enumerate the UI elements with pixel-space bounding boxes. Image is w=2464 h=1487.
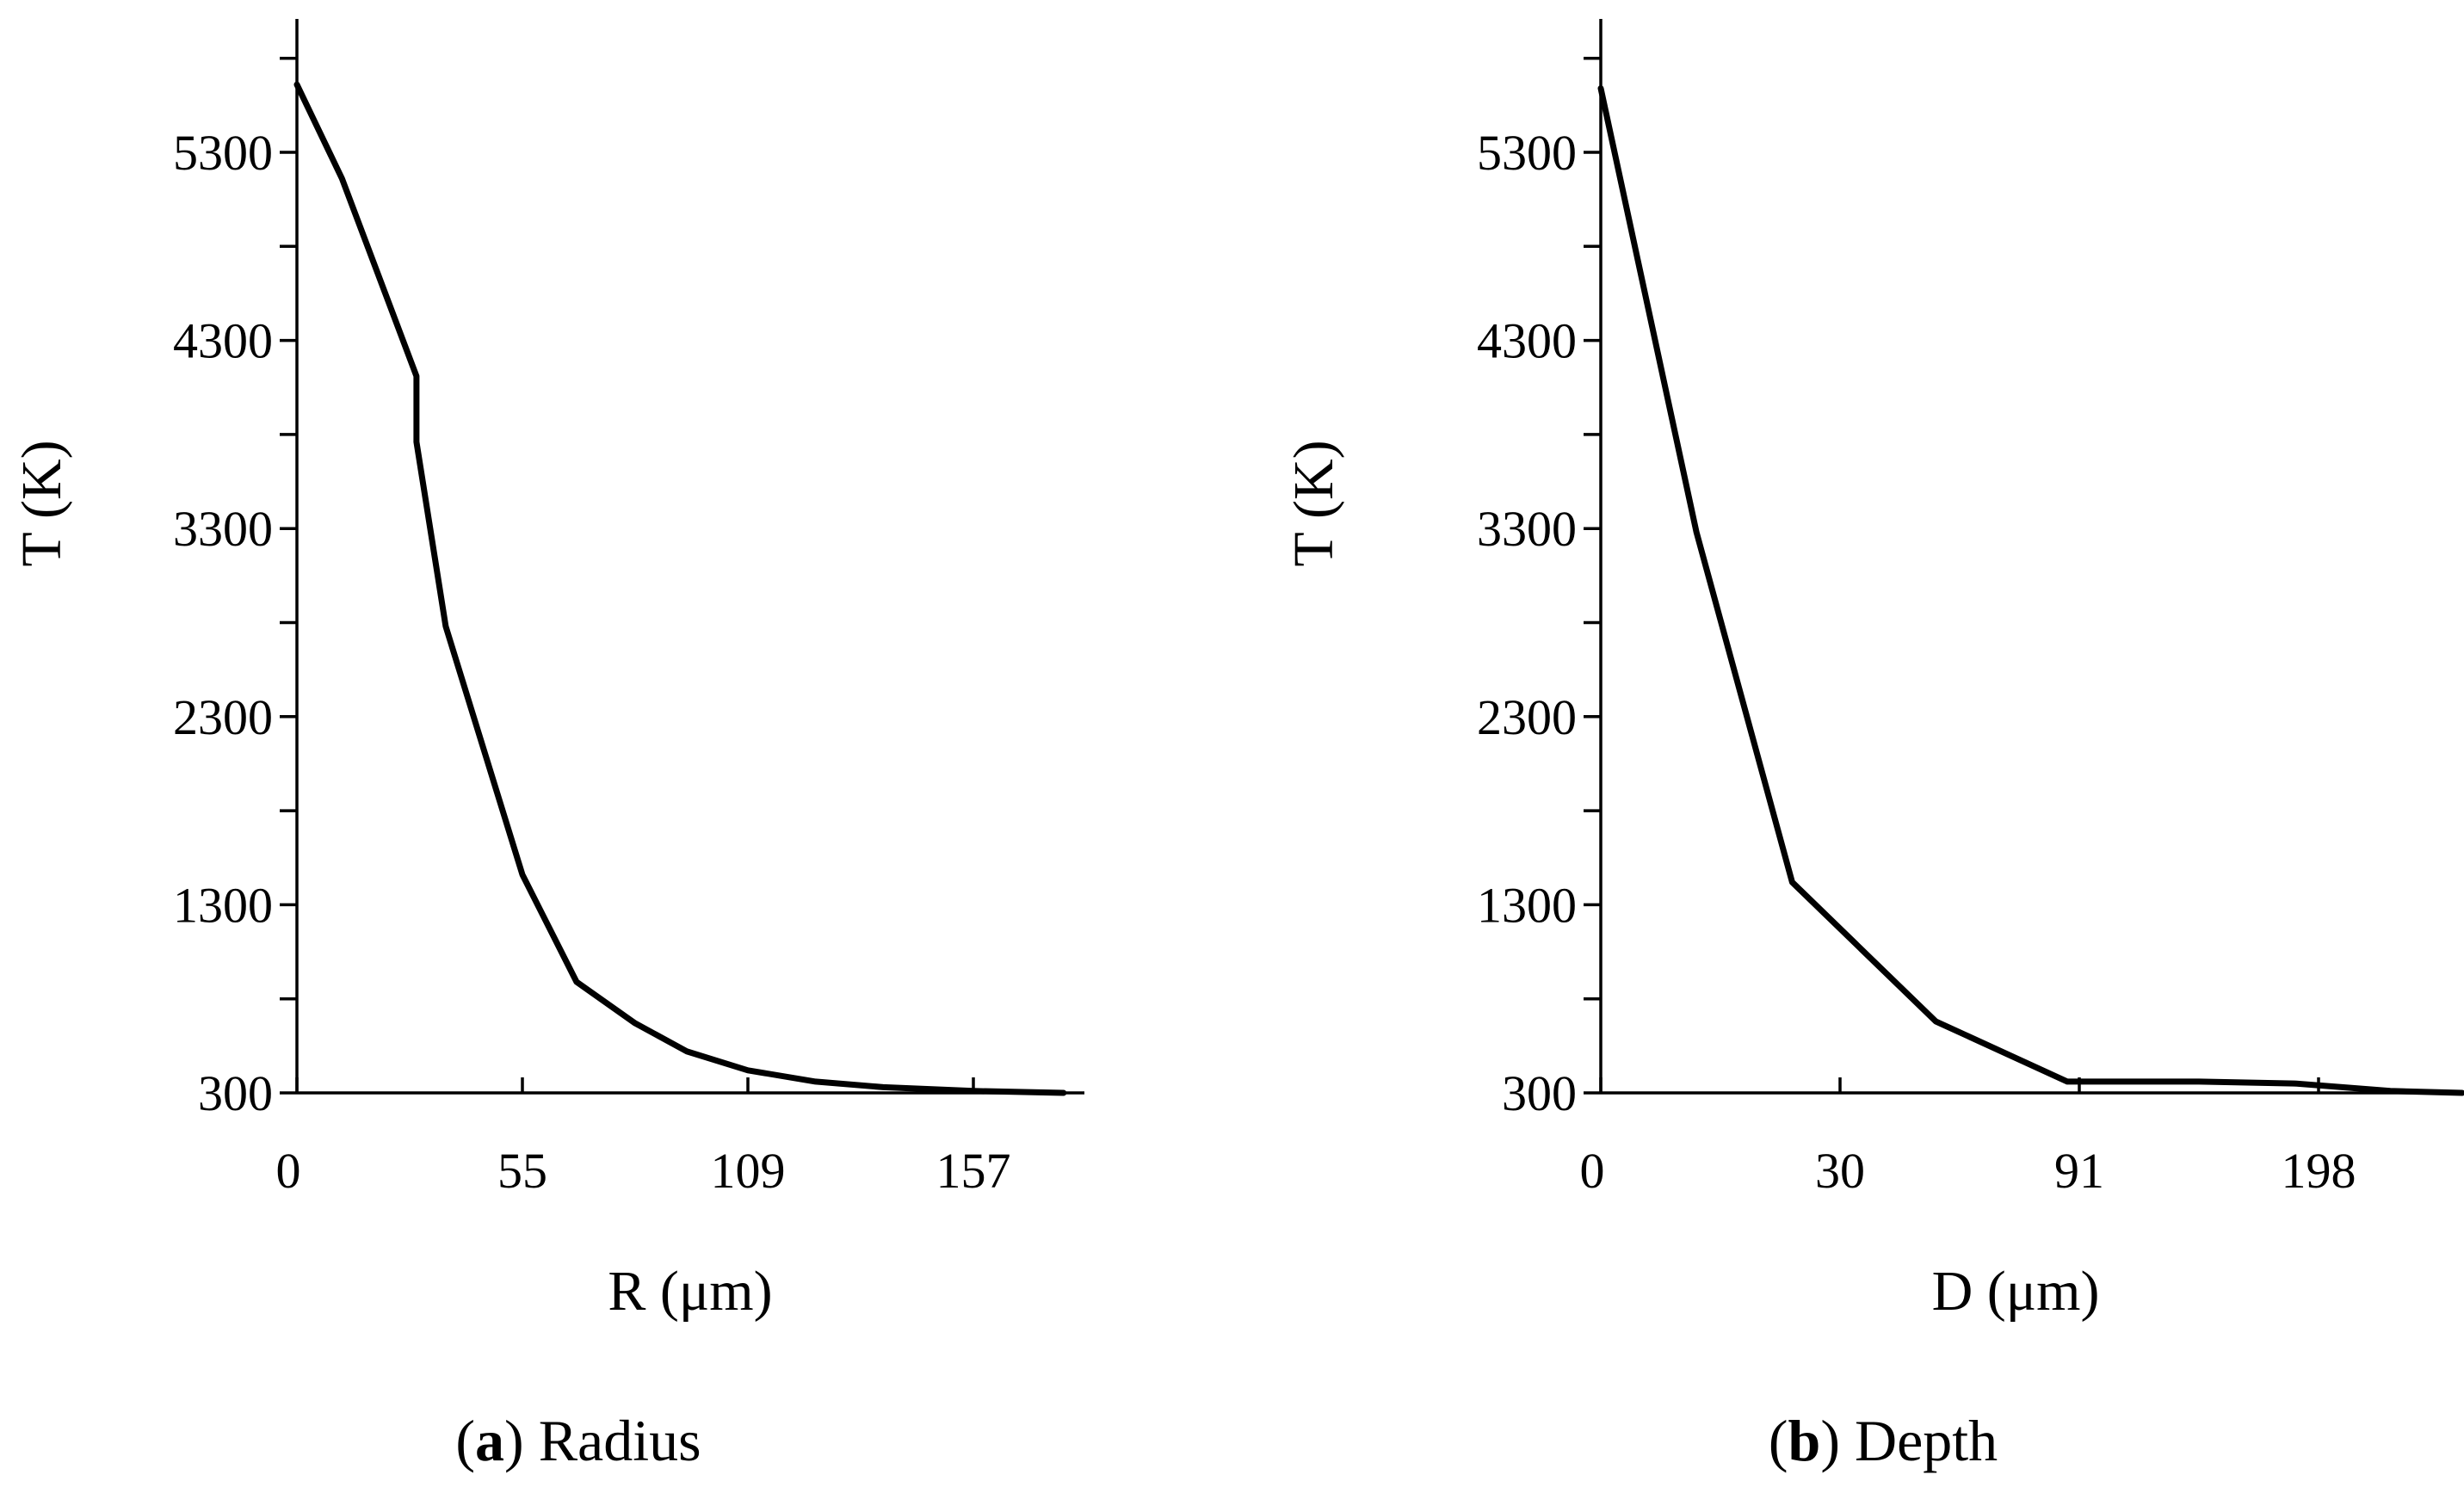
y-ticks xyxy=(1584,56,1601,1095)
y-axis-title: T (K) xyxy=(10,440,73,566)
panel-caption: (a) Radius xyxy=(455,1408,701,1473)
x-tick-label: 198 xyxy=(2282,1143,2356,1199)
x-tick-label: 0 xyxy=(1580,1143,1605,1199)
y-tick-label: 2300 xyxy=(173,689,273,745)
panel-caption: (b) Depth xyxy=(1769,1408,1998,1473)
y-tick-label: 2300 xyxy=(1477,689,1577,745)
panel-caption-text: Depth xyxy=(1855,1408,1998,1473)
y-tick-label: 5300 xyxy=(1477,125,1577,181)
x-tick-labels: 0 55 109 157 xyxy=(276,1143,1011,1199)
y-tick-label: 300 xyxy=(198,1065,273,1121)
x-tick-label: 157 xyxy=(936,1143,1011,1199)
x-axis-title: R (μm) xyxy=(608,1260,772,1323)
series-line-depth xyxy=(1597,85,2464,1096)
panel-letter: b xyxy=(1788,1408,1820,1473)
y-tick-label: 5300 xyxy=(173,125,273,181)
x-tick-label: 30 xyxy=(1815,1143,1865,1199)
x-tick-label: 91 xyxy=(2054,1143,2104,1199)
x-axis-title: D (μm) xyxy=(1932,1260,2100,1323)
panel-caption-text: Radius xyxy=(539,1408,701,1473)
y-tick-label: 4300 xyxy=(173,313,273,369)
series-line-radius xyxy=(293,81,1067,1096)
y-tick-labels: 300 1300 2300 3300 4300 5300 xyxy=(1477,125,1577,1121)
y-ticks xyxy=(280,56,297,1095)
y-tick-label: 3300 xyxy=(173,501,273,557)
y-tick-labels: 300 1300 2300 3300 4300 5300 xyxy=(173,125,273,1121)
y-axis-title: T (K) xyxy=(1282,440,1345,566)
x-tick-labels: 0 30 91 198 xyxy=(1580,1143,2356,1199)
x-tick-label: 55 xyxy=(497,1143,547,1199)
y-tick-label: 300 xyxy=(1502,1065,1577,1121)
panel-letter: a xyxy=(475,1408,504,1473)
x-tick-label: 109 xyxy=(711,1143,786,1199)
x-tick-label: 0 xyxy=(276,1143,301,1199)
y-tick-label: 4300 xyxy=(1477,313,1577,369)
panel-a-radius: 300 1300 2300 3300 4300 5300 0 55 109 157 R (μm)… xyxy=(10,19,1084,1473)
y-tick-label: 1300 xyxy=(1477,877,1577,933)
x-ticks xyxy=(295,1077,975,1093)
y-tick-label: 3300 xyxy=(1477,501,1577,557)
y-tick-label: 1300 xyxy=(173,877,273,933)
